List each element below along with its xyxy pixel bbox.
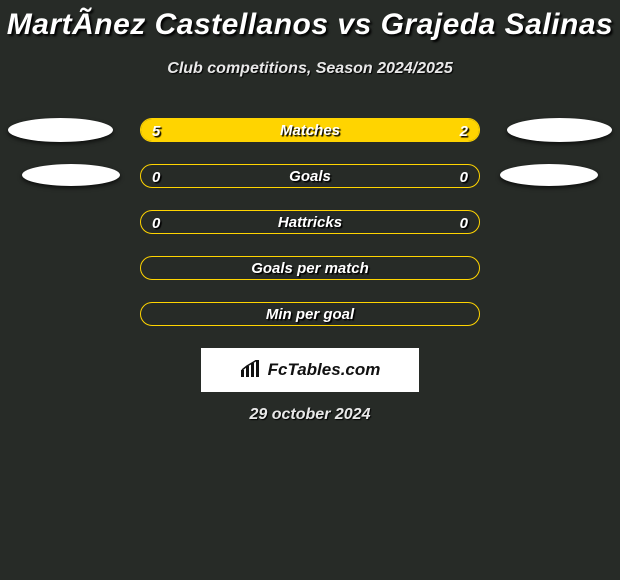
stat-bar: Hattricks [140,210,480,234]
stat-value-right: 0 [460,164,468,190]
stat-row: Goals per match [0,256,620,282]
stat-bar: Matches [140,118,480,142]
subtitle: Club competitions, Season 2024/2025 [0,60,620,78]
chart-icon [240,360,262,383]
stat-value-left: 0 [152,210,160,236]
stats-container: Matches52Goals00Hattricks00Goals per mat… [0,118,620,328]
stat-value-left: 0 [152,164,160,190]
logo-box: FcTables.com [201,348,419,392]
stat-label: Goals per match [141,257,479,279]
player-oval [8,118,113,142]
player-oval [22,164,120,186]
page-title: MartÃ­nez Castellanos vs Grajeda Salinas [0,0,620,42]
stat-bar: Min per goal [140,302,480,326]
stat-row: Min per goal [0,302,620,328]
stat-bar: Goals per match [140,256,480,280]
stat-bar: Goals [140,164,480,188]
stat-row: Goals0 0 [0,164,620,190]
stat-value-right: 0 [460,210,468,236]
stat-label: Hattricks [141,211,479,233]
stat-value-left: 5 [152,118,160,144]
stat-value-right: 2 [460,118,468,144]
player-oval [500,164,598,186]
logo-text: FcTables.com [268,360,381,380]
bar-left-fill [141,119,371,141]
stat-label: Min per goal [141,303,479,325]
stat-row: Matches5 2 [0,118,620,144]
stat-label: Goals [141,165,479,187]
player-oval [507,118,612,142]
stat-row: Hattricks0 0 [0,210,620,236]
date: 29 october 2024 [0,406,620,424]
